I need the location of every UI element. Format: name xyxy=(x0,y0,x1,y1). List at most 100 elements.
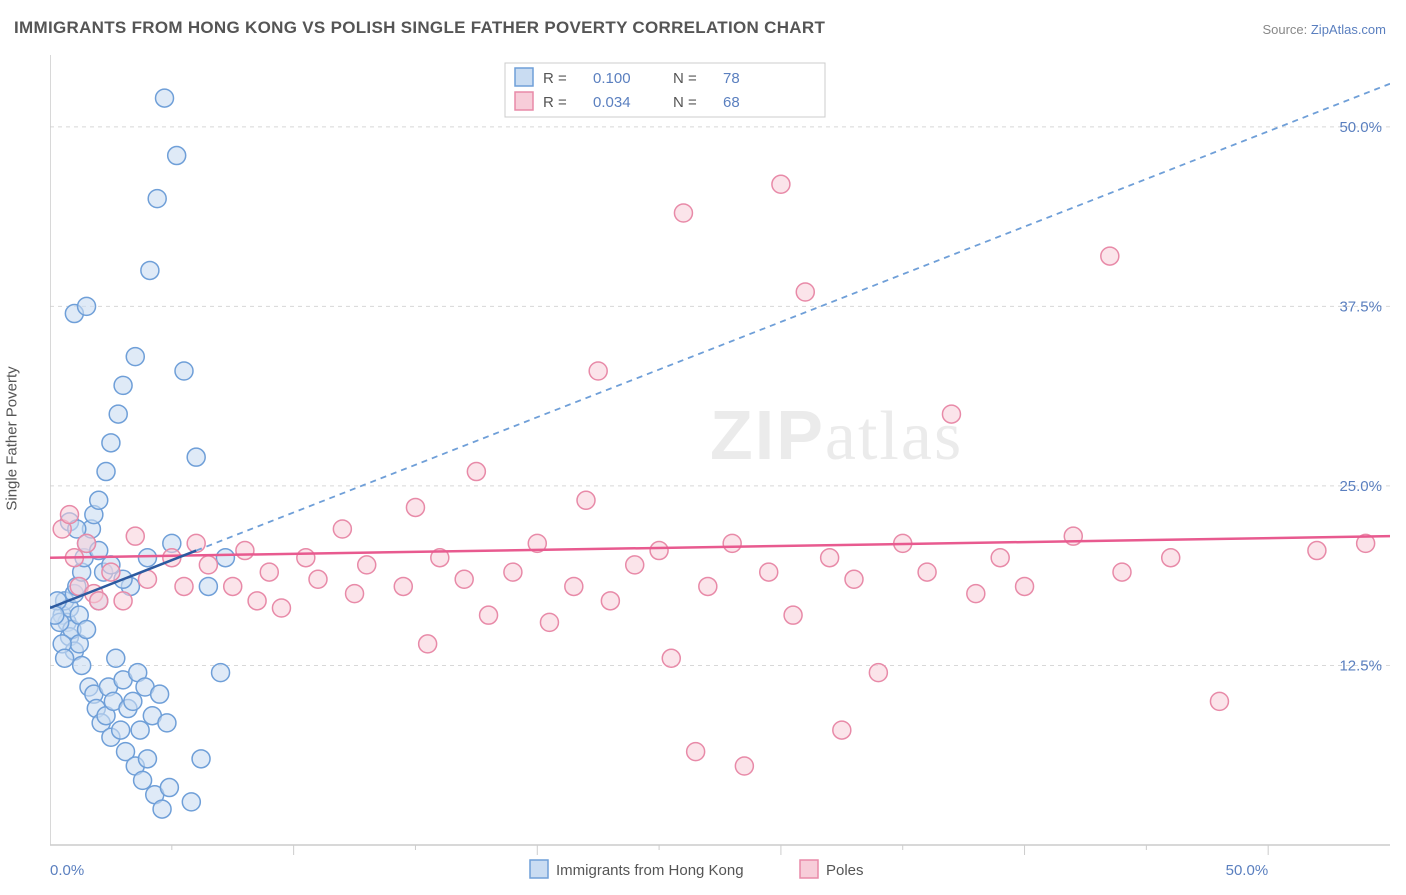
data-point xyxy=(175,577,193,595)
data-point xyxy=(650,542,668,560)
data-point xyxy=(358,556,376,574)
data-point xyxy=(138,750,156,768)
data-point xyxy=(78,621,96,639)
legend-n-label: N = xyxy=(673,70,697,87)
data-point xyxy=(141,261,159,279)
data-point xyxy=(73,656,91,674)
y-tick-label: 25.0% xyxy=(1339,478,1382,495)
legend-n-label: N = xyxy=(673,94,697,111)
data-point xyxy=(107,649,125,667)
data-point xyxy=(160,779,178,797)
data-point xyxy=(869,664,887,682)
data-point xyxy=(687,743,705,761)
data-point xyxy=(168,147,186,165)
data-point xyxy=(78,297,96,315)
data-point xyxy=(248,592,266,610)
data-point xyxy=(134,771,152,789)
data-point xyxy=(131,721,149,739)
data-point xyxy=(216,549,234,567)
data-point xyxy=(480,606,498,624)
data-point xyxy=(455,570,473,588)
data-point xyxy=(723,534,741,552)
data-point xyxy=(102,563,120,581)
data-point xyxy=(212,664,230,682)
chart-svg: 12.5%25.0%37.5%50.0%0.0%50.0%R =0.100N =… xyxy=(50,55,1390,895)
data-point xyxy=(272,599,290,617)
data-point xyxy=(236,542,254,560)
legend-label-hk: Immigrants from Hong Kong xyxy=(556,862,744,879)
legend-r-value: 0.034 xyxy=(593,94,631,111)
data-point xyxy=(1308,542,1326,560)
data-point xyxy=(699,577,717,595)
data-point xyxy=(102,434,120,452)
data-point xyxy=(156,89,174,107)
data-point xyxy=(114,592,132,610)
source-link[interactable]: ZipAtlas.com xyxy=(1311,22,1386,37)
y-tick-label: 37.5% xyxy=(1339,298,1382,315)
data-point xyxy=(821,549,839,567)
data-point xyxy=(991,549,1009,567)
data-point xyxy=(760,563,778,581)
trend-line-hk-dashed xyxy=(196,84,1390,551)
y-axis-label: Single Father Poverty xyxy=(4,366,21,510)
data-point xyxy=(151,685,169,703)
legend-swatch xyxy=(530,860,548,878)
chart-title: IMMIGRANTS FROM HONG KONG VS POLISH SING… xyxy=(14,18,825,38)
y-tick-label: 50.0% xyxy=(1339,119,1382,136)
data-point xyxy=(97,463,115,481)
x-tick-label: 50.0% xyxy=(1226,862,1269,879)
data-point xyxy=(333,520,351,538)
legend-swatch xyxy=(800,860,818,878)
legend-label-poles: Poles xyxy=(826,862,864,879)
data-point xyxy=(297,549,315,567)
data-point xyxy=(199,577,217,595)
data-point xyxy=(1210,692,1228,710)
source-attribution: Source: ZipAtlas.com xyxy=(1262,22,1386,37)
data-point xyxy=(112,721,130,739)
data-point xyxy=(260,563,278,581)
data-point xyxy=(735,757,753,775)
data-point xyxy=(467,463,485,481)
series-0 xyxy=(50,89,234,818)
data-point xyxy=(90,491,108,509)
data-point xyxy=(78,534,96,552)
data-point xyxy=(199,556,217,574)
data-point xyxy=(942,405,960,423)
data-point xyxy=(109,405,127,423)
data-point xyxy=(126,348,144,366)
data-point xyxy=(504,563,522,581)
data-point xyxy=(126,527,144,545)
data-point xyxy=(833,721,851,739)
data-point xyxy=(589,362,607,380)
data-point xyxy=(124,692,142,710)
data-point xyxy=(192,750,210,768)
data-point xyxy=(346,585,364,603)
data-point xyxy=(394,577,412,595)
legend-n-value: 68 xyxy=(723,94,740,111)
data-point xyxy=(50,606,64,624)
data-point xyxy=(60,506,78,524)
data-point xyxy=(565,577,583,595)
data-point xyxy=(56,649,74,667)
legend-r-label: R = xyxy=(543,70,567,87)
data-point xyxy=(601,592,619,610)
data-point xyxy=(772,175,790,193)
data-point xyxy=(224,577,242,595)
data-point xyxy=(540,613,558,631)
data-point xyxy=(918,563,936,581)
data-point xyxy=(90,592,108,610)
data-point xyxy=(182,793,200,811)
data-point xyxy=(626,556,644,574)
legend-r-value: 0.100 xyxy=(593,70,631,87)
data-point xyxy=(662,649,680,667)
data-point xyxy=(148,190,166,208)
data-point xyxy=(796,283,814,301)
data-point xyxy=(419,635,437,653)
data-point xyxy=(784,606,802,624)
data-point xyxy=(1016,577,1034,595)
x-tick-label: 0.0% xyxy=(50,862,84,879)
legend-r-label: R = xyxy=(543,94,567,111)
data-point xyxy=(845,570,863,588)
data-point xyxy=(114,376,132,394)
legend-swatch xyxy=(515,92,533,110)
